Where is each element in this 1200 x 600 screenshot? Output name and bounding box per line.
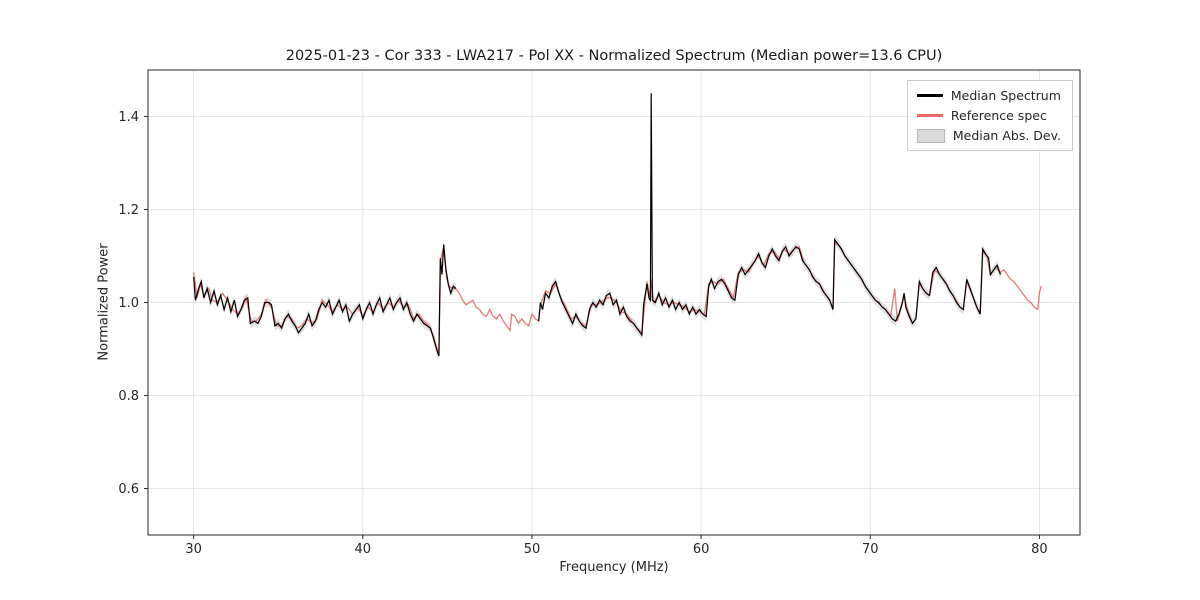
mad-band (193, 239, 456, 361)
legend: Median Spectrum Reference spec Median Ab… (906, 80, 1073, 151)
x-axis-label: Frequency (MHz) (559, 560, 669, 575)
median-line-swatch (916, 94, 943, 97)
legend-item-median-abs-dev: Median Abs. Dev. (916, 128, 1061, 143)
legend-label: Median Spectrum (950, 88, 1061, 103)
y-tick-label: 1.4 (118, 110, 139, 125)
x-tick-label: 50 (524, 542, 541, 557)
x-tick-label: 60 (693, 542, 710, 557)
y-tick-label: 1.0 (118, 296, 139, 311)
median-line (193, 244, 457, 357)
x-tick-label: 40 (355, 542, 372, 557)
x-tick-label: 80 (1031, 542, 1048, 557)
legend-label: Reference spec (950, 108, 1047, 123)
chart-title: 2025-01-23 - Cor 333 - LWA217 - Pol XX -… (285, 48, 943, 64)
reference-line-swatch (916, 114, 943, 117)
x-tick-label: 30 (185, 542, 202, 557)
legend-item-median-spectrum: Median Spectrum (916, 88, 1061, 103)
y-axis-label: Normalized Power (96, 243, 112, 361)
y-tick-label: 0.6 (118, 482, 139, 497)
legend-label: Median Abs. Dev. (952, 128, 1061, 143)
reference-line (193, 240, 1042, 354)
legend-item-reference-spec: Reference spec (916, 108, 1061, 123)
y-tick-label: 1.2 (118, 203, 139, 218)
y-tick-label: 0.8 (118, 389, 139, 404)
mad-patch-swatch (916, 128, 945, 143)
median-line (538, 93, 1002, 337)
x-tick-label: 70 (862, 542, 879, 557)
